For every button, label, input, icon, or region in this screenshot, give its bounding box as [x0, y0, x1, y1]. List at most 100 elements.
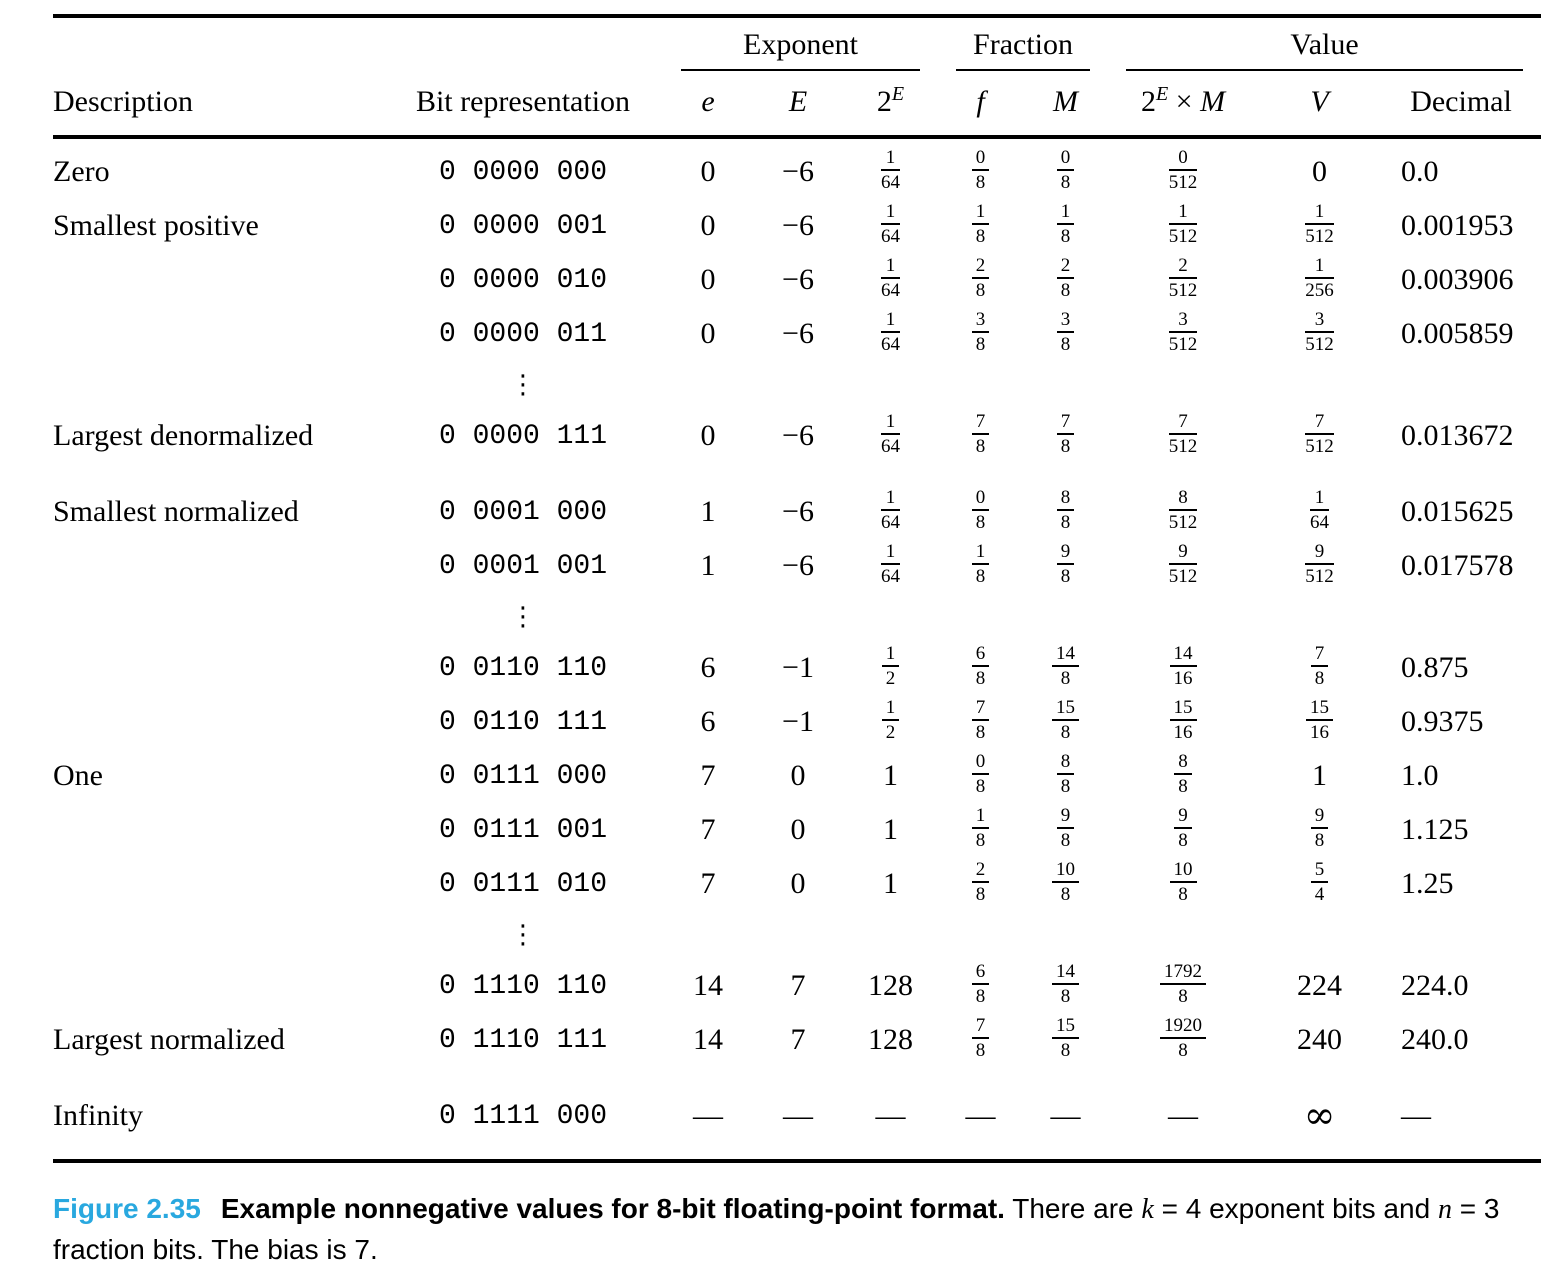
- table-row: Smallest normalized 0 0001 000 1 −6 1 64 0 8 8 8 8…: [53, 463, 1541, 539]
- fraction-value: 1 64: [881, 486, 900, 533]
- cell-decimal: 0.017578: [1401, 549, 1514, 582]
- cell-description: [53, 641, 383, 695]
- cell-prod: 1920 8: [1108, 1013, 1258, 1067]
- table-row: 0 0001 001 1 −6 1 64 1 8 9 8 9 512 9 512 0.017578: [53, 539, 1541, 593]
- fraction-value: 1 64: [881, 308, 900, 355]
- cell-E: 7: [790, 1023, 806, 1056]
- cell-e: 6: [700, 651, 716, 684]
- fraction-value: 14 8: [1052, 961, 1079, 1008]
- cell-prod: 9 512: [1108, 539, 1258, 593]
- empty-cell: [843, 361, 938, 409]
- cell-E: −6: [782, 549, 814, 582]
- cell-V: 1: [1312, 759, 1328, 792]
- column-header-prod: 2E × M: [1108, 71, 1259, 139]
- cell-bits: 0 0111 000: [438, 760, 608, 792]
- column-header-V: V: [1258, 71, 1382, 139]
- fraction-value: 1 64: [1310, 486, 1330, 533]
- empty-cell: [753, 593, 843, 641]
- cell-description: Smallest normalized: [53, 495, 299, 528]
- table-row: One 0 0111 000 7 0 1 0 8 8 8 8 8 1 1.0: [53, 749, 1541, 803]
- empty-cell: [938, 361, 1023, 409]
- figure-label: Figure 2.35: [53, 1193, 201, 1224]
- cell-bits: 0 1111 000: [438, 1100, 608, 1132]
- empty-cell: [753, 911, 843, 959]
- cell-bits: 0 0000 011: [438, 318, 608, 350]
- cell-bits: 0 1110 110: [438, 970, 608, 1002]
- cell-e: 14: [693, 969, 723, 1002]
- cell-description: Largest denormalized: [53, 419, 314, 452]
- cell-twoE: 1 64: [843, 409, 938, 463]
- cell-prod: 1 512: [1108, 199, 1258, 253]
- table-row: Largest denormalized 0 0000 111 0 −6 1 64 7 8 7 8…: [53, 409, 1541, 463]
- cell-description: [53, 959, 383, 1013]
- fraction-value: 10 8: [1052, 859, 1079, 906]
- cell-M: 15 8: [1023, 695, 1108, 749]
- cell-twoE: 1: [883, 867, 898, 900]
- ellipsis-row: ⋮: [53, 593, 1541, 641]
- table-row: 0 0000 010 0 −6 1 64 2 8 2 8 2 512 1 256 0.003906: [53, 253, 1541, 307]
- fraction-value: 1 64: [881, 540, 900, 587]
- textbook-figure-page: Exponent Fraction Value Description Bit rep…: [0, 14, 1566, 1268]
- cell-prod: 10 8: [1108, 857, 1258, 911]
- cell-description: One: [53, 759, 103, 792]
- cell-V: 15 16: [1258, 695, 1381, 749]
- cell-E: 0: [790, 867, 806, 900]
- cell-V: 1 512: [1258, 199, 1381, 253]
- empty-cell: [663, 911, 753, 959]
- table-header: Exponent Fraction Value Description Bit rep…: [53, 16, 1542, 139]
- cell-twoE: 1: [883, 759, 898, 792]
- column-header-M: M: [1023, 71, 1109, 139]
- fraction-value: 9 512: [1305, 540, 1334, 587]
- figure-caption: Figure 2.35 Example nonnegative values fo…: [53, 1189, 1553, 1270]
- cell-twoE: 1 64: [843, 539, 938, 593]
- cell-decimal: 1.25: [1401, 867, 1454, 900]
- cell-decimal: 224.0: [1401, 969, 1469, 1002]
- column-header-bits: Bit representation: [383, 71, 663, 139]
- column-header-decimal: Decimal: [1381, 71, 1542, 139]
- cell-V: 1 64: [1258, 463, 1381, 539]
- cell-e: 14: [693, 1023, 723, 1056]
- cell-e: 7: [700, 759, 716, 792]
- cell-E: −6: [782, 263, 814, 296]
- cell-bits: 0 0110 110: [438, 652, 608, 684]
- cell-bits: 0 0001 001: [438, 550, 608, 582]
- fraction-value: 1792 8: [1160, 961, 1207, 1008]
- fraction-value: 9 512: [1168, 540, 1198, 587]
- cell-prod: 15 16: [1108, 695, 1258, 749]
- empty-cell: [1108, 911, 1258, 959]
- empty-cell: [1023, 593, 1108, 641]
- infinity-symbol: ∞: [1303, 1093, 1336, 1137]
- cell-M: 14 8: [1023, 641, 1108, 695]
- cell-twoE: 1 64: [843, 253, 938, 307]
- cell-description: [53, 307, 383, 361]
- cell-V: 3 512: [1258, 307, 1381, 361]
- ellipsis-row: ⋮: [53, 911, 1541, 959]
- table-row: Zero 0 0000 000 0 −6 1 64 0 8 0 8 0 512 0 0.0: [53, 137, 1541, 199]
- ellipsis-row: ⋮: [53, 361, 1541, 409]
- empty-cell: [1023, 911, 1108, 959]
- cell-decimal: 0.003906: [1401, 263, 1514, 296]
- cell-e: 0: [700, 263, 716, 296]
- cell-e: 0: [700, 419, 716, 452]
- column-header-twoE: 2E: [843, 71, 938, 139]
- fraction-value: 14 8: [1052, 643, 1079, 690]
